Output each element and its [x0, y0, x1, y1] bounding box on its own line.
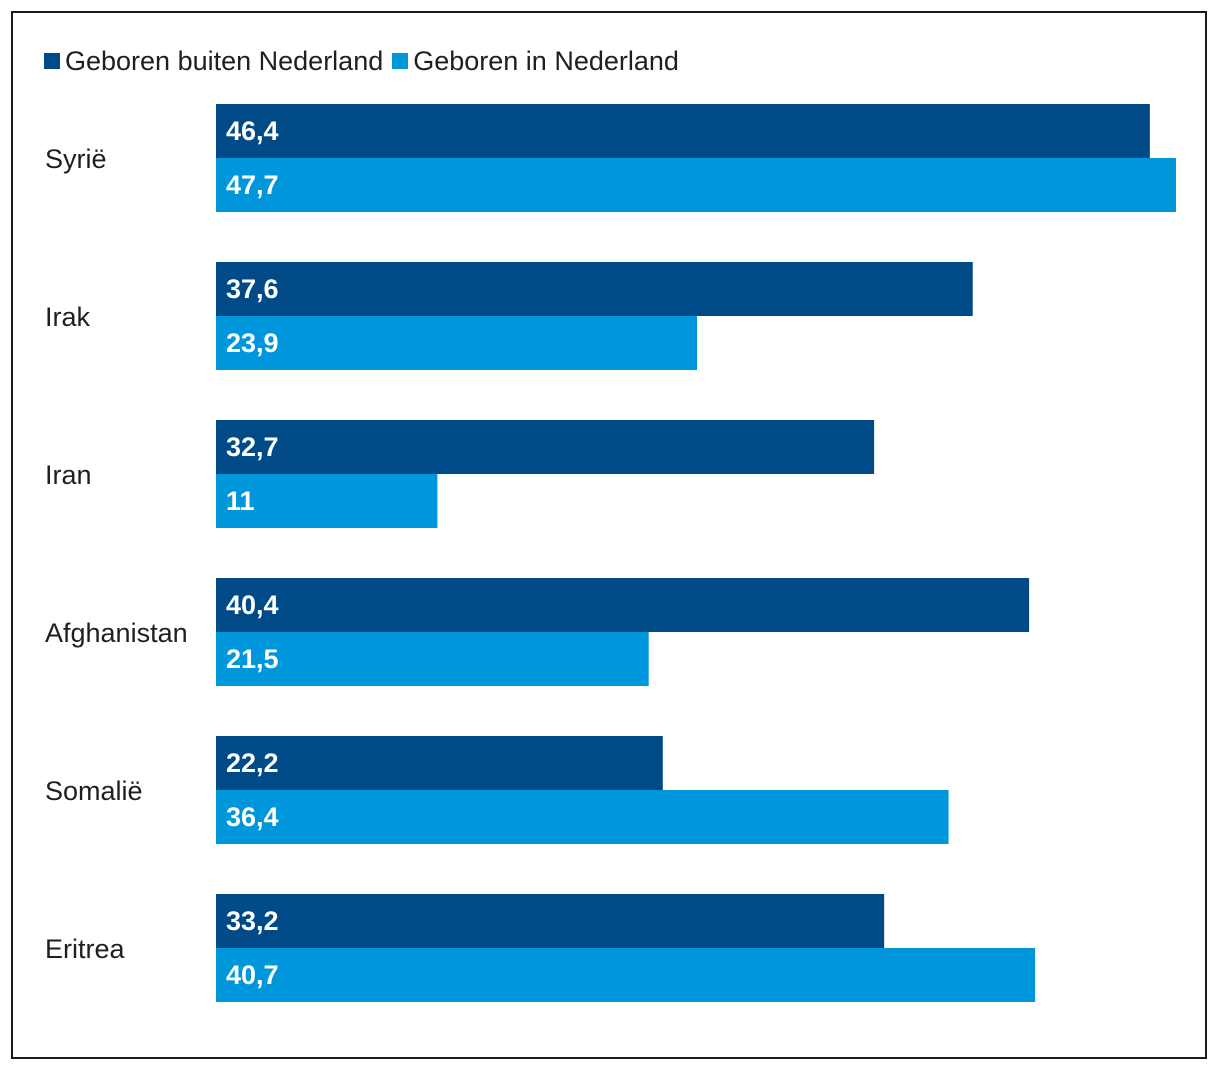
- category-label-iran: Iran: [45, 460, 92, 490]
- bar-afghanistan-in: [216, 632, 649, 686]
- bar-somalie-in: [216, 790, 949, 844]
- value-label-somalie-buiten: 22,2: [226, 748, 279, 778]
- bar-eritrea-in: [216, 948, 1036, 1002]
- value-label-eritrea-buiten: 33,2: [226, 906, 279, 936]
- value-label-eritrea-in: 40,7: [226, 960, 279, 990]
- value-label-afghanistan-in: 21,5: [226, 644, 279, 674]
- category-label-afghanistan: Afghanistan: [45, 618, 188, 648]
- legend-swatch-in: [392, 53, 409, 69]
- value-label-somalie-in: 36,4: [226, 802, 279, 832]
- bar-syrie-in: [216, 158, 1176, 212]
- category-label-eritrea: Eritrea: [45, 934, 126, 964]
- value-label-irak-buiten: 37,6: [226, 274, 279, 304]
- value-label-iran-in: 11: [226, 486, 255, 516]
- legend-label-buiten: Geboren buiten Nederland: [65, 45, 384, 76]
- value-label-syrie-buiten: 46,4: [226, 116, 279, 146]
- bar-irak-in: [216, 316, 698, 370]
- value-label-afghanistan-buiten: 40,4: [226, 590, 279, 620]
- value-label-irak-in: 23,9: [226, 328, 279, 358]
- bar-afghanistan-buiten: [216, 578, 1030, 632]
- category-label-irak: Irak: [45, 302, 91, 332]
- bar-somalie-buiten: [216, 736, 663, 790]
- bar-iran-buiten: [216, 420, 875, 474]
- legend-label-in: Geboren in Nederland: [413, 45, 679, 76]
- chart-frame: [11, 11, 1207, 1059]
- bar-eritrea-buiten: [216, 894, 885, 948]
- bar-iran-in: [216, 474, 438, 528]
- legend-item-in: Geboren in Nederland: [392, 46, 679, 77]
- bar-syrie-buiten: [216, 104, 1150, 158]
- category-label-somalie: Somalië: [45, 776, 143, 806]
- legend-swatch-buiten: [44, 53, 60, 69]
- legend: Geboren buiten Nederland Geboren in Nede…: [44, 44, 688, 78]
- value-label-iran-buiten: 32,7: [226, 432, 279, 462]
- legend-item-buiten: Geboren buiten Nederland: [44, 46, 383, 77]
- category-label-syrie: Syrië: [45, 144, 107, 174]
- bar-irak-buiten: [216, 262, 973, 316]
- value-label-syrie-in: 47,7: [226, 170, 279, 200]
